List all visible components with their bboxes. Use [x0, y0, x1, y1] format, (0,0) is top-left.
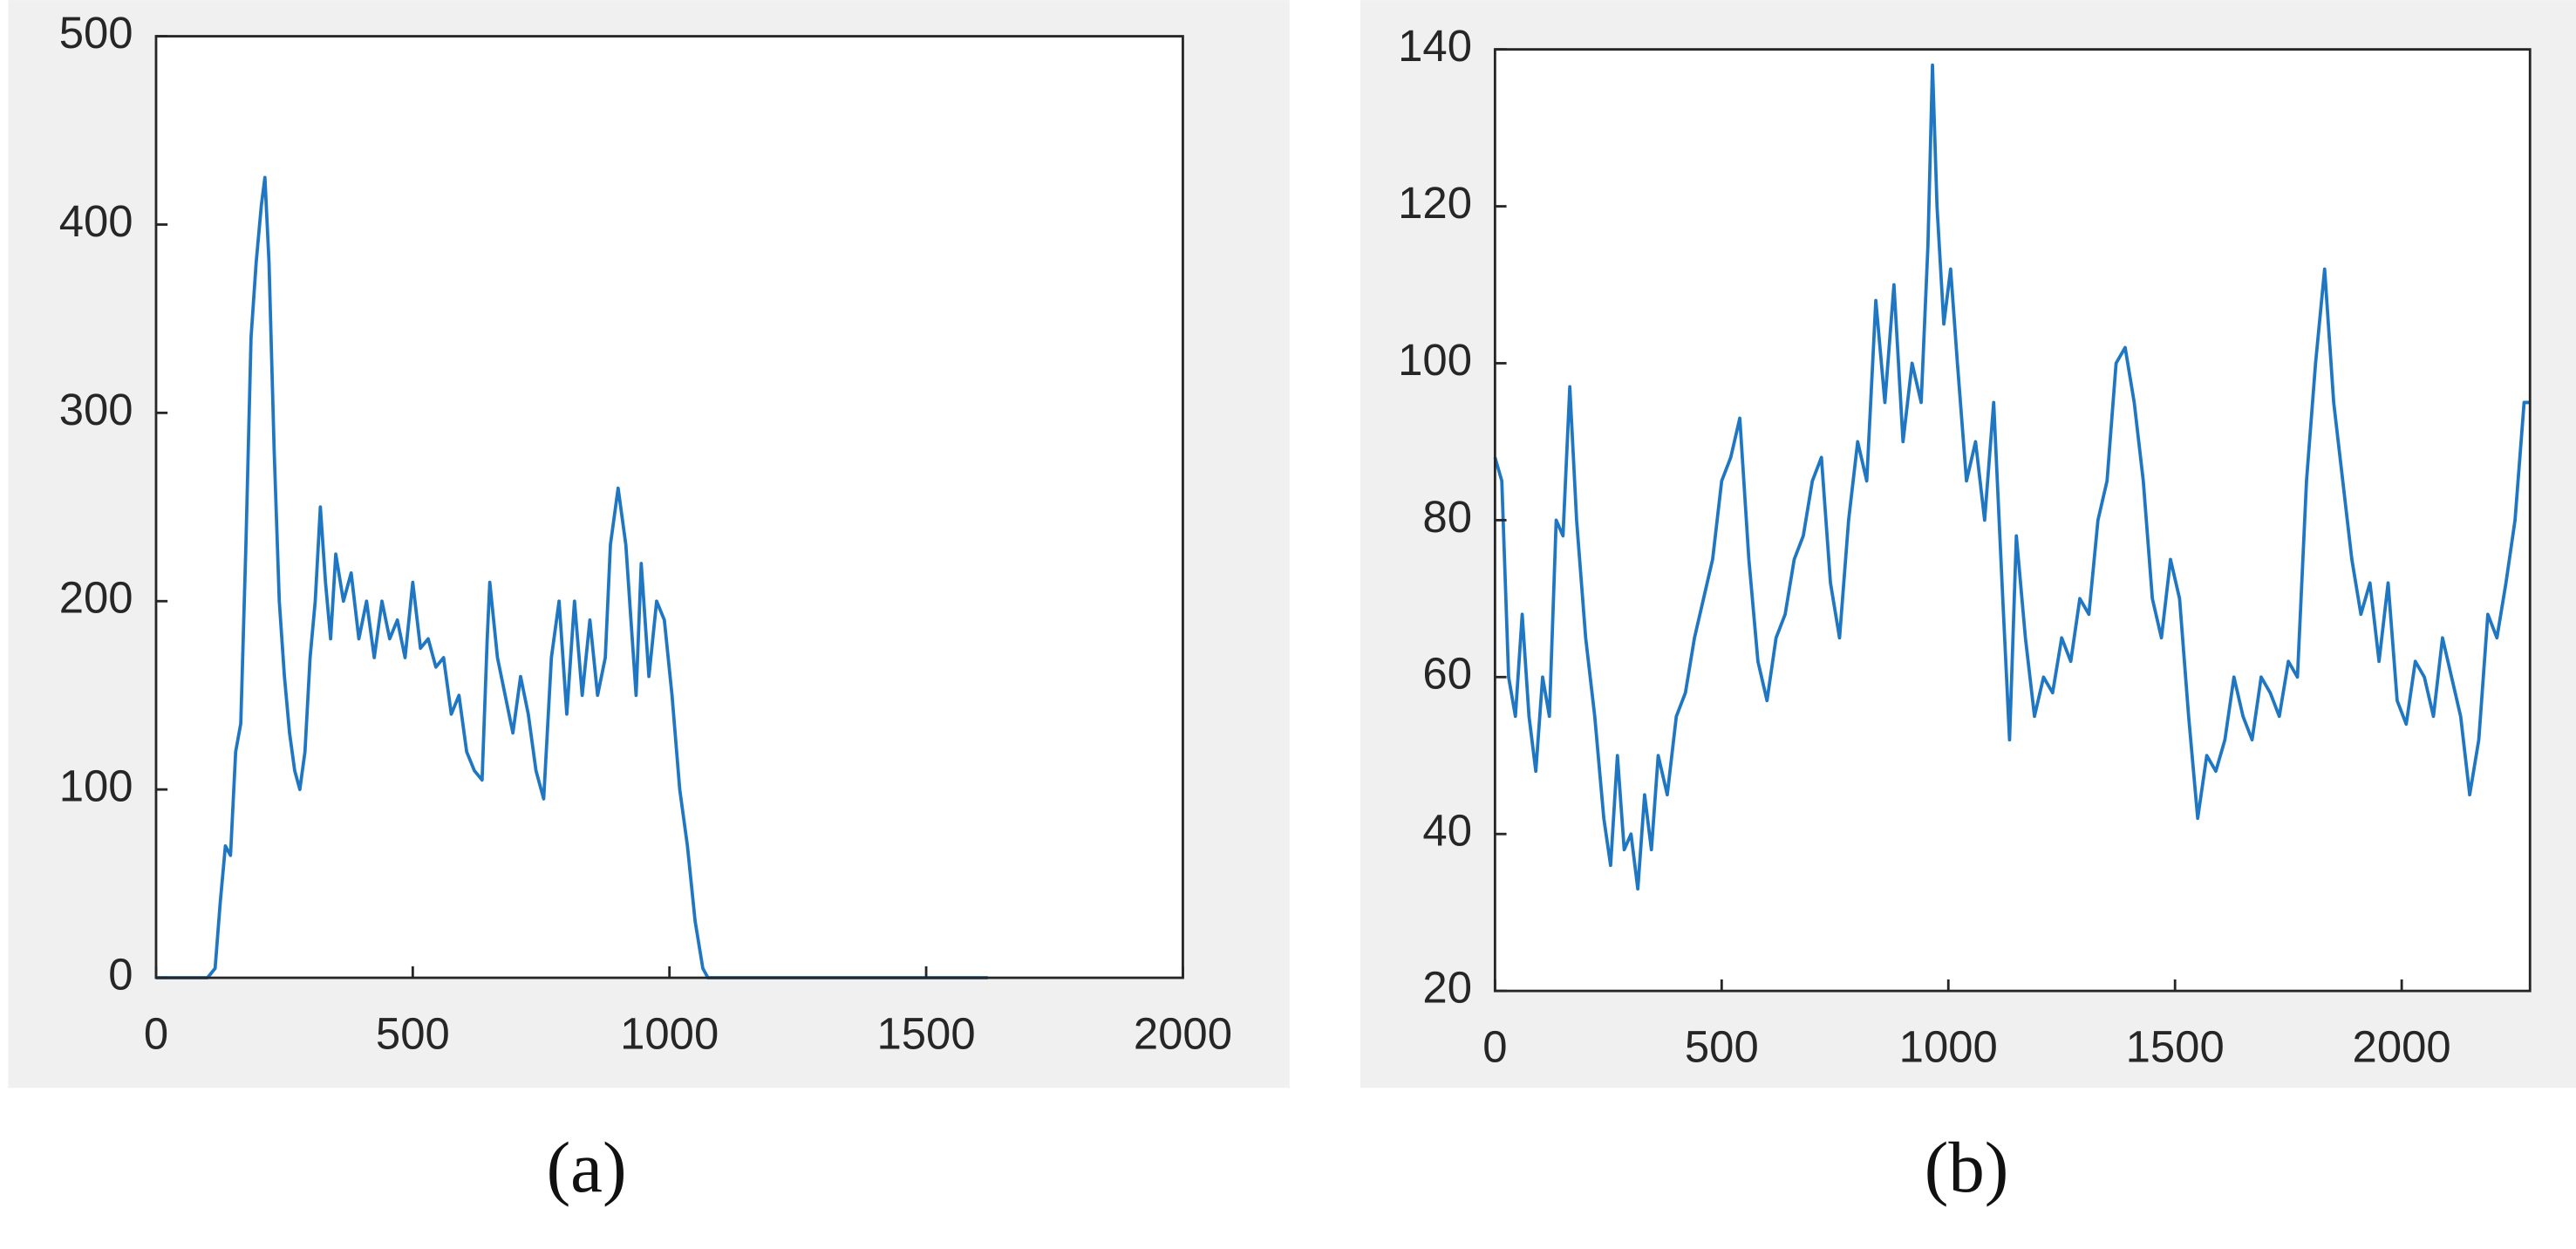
x-tick-label: 0 — [144, 1008, 168, 1058]
plot-area — [155, 36, 1183, 979]
x-tick-label: 1500 — [876, 1008, 975, 1058]
plot-area — [1495, 49, 2531, 992]
y-tick-label: 500 — [59, 8, 133, 58]
y-tick-label: 400 — [59, 196, 133, 246]
y-tick-label: 0 — [108, 949, 133, 999]
y-tick-label: 60 — [1422, 649, 1472, 699]
x-tick-label: 0 — [1482, 1021, 1507, 1071]
x-tick-label: 1000 — [620, 1008, 719, 1058]
x-tick-label: 500 — [1685, 1021, 1759, 1071]
y-tick-label: 40 — [1422, 806, 1472, 856]
y-tick-label: 80 — [1422, 492, 1472, 542]
data-line — [1493, 63, 2531, 891]
caption: (b) — [1925, 1127, 2009, 1207]
x-tick-label: 1500 — [2126, 1021, 2225, 1071]
y-tick-label: 300 — [59, 385, 133, 434]
y-tick-label: 100 — [1398, 335, 1472, 385]
caption: (a) — [547, 1127, 627, 1207]
x-tick-label: 2000 — [2353, 1021, 2451, 1071]
x-tick-label: 500 — [376, 1008, 450, 1058]
y-tick-label: 20 — [1422, 963, 1472, 1013]
y-tick-label: 100 — [59, 761, 133, 811]
data-line — [155, 175, 988, 979]
x-tick-label: 2000 — [1134, 1008, 1232, 1058]
y-tick-label: 140 — [1398, 21, 1472, 71]
y-tick-label: 120 — [1398, 178, 1472, 228]
y-tick-label: 200 — [59, 573, 133, 623]
x-tick-label: 1000 — [1899, 1021, 1998, 1071]
